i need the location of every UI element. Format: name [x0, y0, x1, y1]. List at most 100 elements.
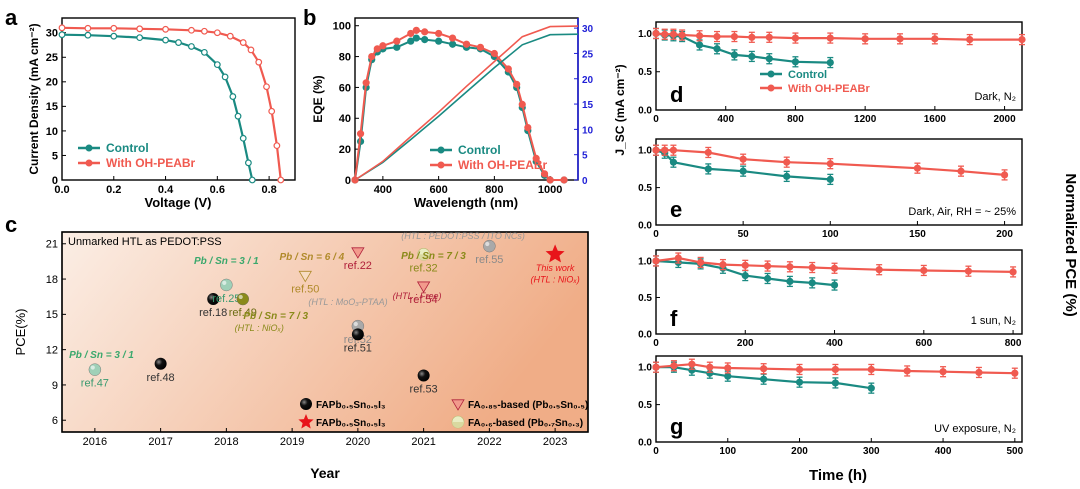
data-point: [713, 32, 721, 41]
y-tick-label: 0: [345, 175, 351, 187]
data-point: [741, 261, 749, 269]
data-point: [831, 365, 840, 374]
data-point: [730, 51, 739, 59]
legend-marker: [437, 146, 445, 154]
data-point: [704, 148, 712, 157]
panel-b: 400 600 800 1000020406080100051015202530Con…: [311, 17, 594, 210]
point-ref-53-label: ref.53: [410, 384, 438, 396]
legend-control: Control: [458, 143, 501, 157]
x-tick-label: 0.4: [158, 184, 174, 196]
y-tick-label: 20: [46, 77, 58, 89]
x-tick-label: 200: [996, 229, 1013, 240]
panel-label-g: g: [670, 414, 683, 439]
panel-f: 0 200 400 600 800 0.0 0.5 1.0 f 1 sun, N₂: [638, 249, 1023, 349]
point-ref-25-label: ref.25: [212, 293, 240, 305]
x-tick-label: 2019: [280, 436, 304, 448]
data-point: [831, 379, 840, 387]
y2-tick-label: 15: [582, 100, 594, 111]
legend-marker: [85, 144, 93, 152]
data-point: [763, 262, 772, 270]
x-tick-label: 1000: [538, 184, 562, 196]
data-point: [247, 46, 255, 54]
data-point: [652, 29, 660, 38]
y-tick-label: 100: [333, 21, 351, 33]
data-point: [867, 365, 875, 374]
data-point: [704, 165, 712, 173]
data-point: [719, 261, 727, 269]
data-point: [669, 158, 678, 166]
y-tick-label: 1.0: [638, 363, 652, 374]
data-point: [748, 52, 756, 61]
point-ref-55-shine: [485, 241, 490, 247]
data-point: [826, 58, 834, 67]
y2-tick-label: 10: [582, 125, 594, 136]
x-axis-label: Voltage (V): [145, 195, 212, 210]
panel-label-a: a: [5, 5, 18, 30]
data-point: [830, 281, 839, 289]
data-point: [412, 34, 420, 42]
data-point: [435, 29, 443, 38]
data-point: [462, 40, 471, 48]
legend-oh-peabr: With OH-PEABr: [106, 156, 196, 170]
data-point: [188, 43, 195, 50]
legend-symbol-3-lower: [452, 422, 464, 428]
data-point: [913, 164, 922, 172]
x-tick-label: 400: [374, 184, 392, 196]
panel-label-e: e: [670, 197, 682, 222]
data-point: [739, 167, 747, 175]
data-point: [830, 264, 839, 272]
y-tick-label: 25: [46, 52, 58, 64]
data-point: [661, 30, 669, 38]
series-line: [61, 26, 282, 181]
data-point: [136, 25, 144, 33]
point-ref-18: [207, 293, 220, 306]
data-point: [362, 79, 370, 87]
point-ref-52-shine: [353, 321, 358, 327]
x-tick-label: 2016: [83, 436, 107, 448]
legend-text-0: FAPb₀.₅Sn₀.₅I₃: [316, 400, 386, 411]
x-tick-label: 800: [1005, 338, 1022, 349]
data-point: [476, 43, 485, 51]
condition-label: Dark, Air, RH = ~ 25%: [908, 206, 1016, 218]
data-point: [861, 35, 869, 43]
data-point: [661, 146, 669, 154]
y-tick-label: 0.0: [638, 221, 652, 232]
data-point: [268, 107, 276, 115]
panel-c: 2016 2017 2018 2019 2020 2021 2022 2023 6 9 12 15 18…: [13, 231, 589, 481]
data-point: [244, 159, 252, 167]
point-ref-32-label: ref.32: [410, 262, 438, 274]
x-tick-label: 0.0: [54, 184, 69, 196]
y-tick-label: 15: [46, 101, 58, 113]
legend-control: Control: [788, 69, 827, 81]
data-point: [808, 263, 816, 272]
x-tick-label: 1200: [854, 114, 877, 125]
legend-symbol-2: [451, 399, 465, 411]
data-point: [490, 49, 498, 58]
data-point: [448, 34, 457, 42]
x-tick-label: 500: [1006, 446, 1023, 457]
annotation-1: Pb / Sn = 3 / 1: [194, 256, 259, 267]
data-point: [695, 41, 704, 49]
data-point: [110, 32, 118, 40]
annotation-0: Pb / Sn = 3 / 1: [69, 350, 134, 361]
y2-tick-label: 20: [582, 75, 594, 86]
y-tick-label: 15: [46, 309, 58, 321]
annotation-7: (HTL : MoO₃-PTAA): [308, 297, 387, 307]
y-tick-label: 9: [52, 380, 58, 392]
x-tick-label: 400: [935, 446, 952, 457]
y-tick-label: 6: [52, 415, 58, 427]
y-tick-label: 12: [46, 344, 58, 356]
annotation-8: (HTL : Free): [393, 291, 442, 301]
data-point: [786, 263, 794, 271]
y-tick-label: 0.0: [638, 438, 652, 449]
data-point: [560, 176, 568, 184]
point-ref-50-label: ref.50: [291, 284, 319, 296]
x-tick-label: 50: [738, 229, 750, 240]
y-tick-label: 0.0: [638, 330, 652, 341]
y-tick-label: 1.0: [638, 256, 652, 267]
data-point: [524, 123, 532, 132]
x-tick-label: 0.6: [210, 184, 225, 196]
data-point: [724, 372, 732, 380]
